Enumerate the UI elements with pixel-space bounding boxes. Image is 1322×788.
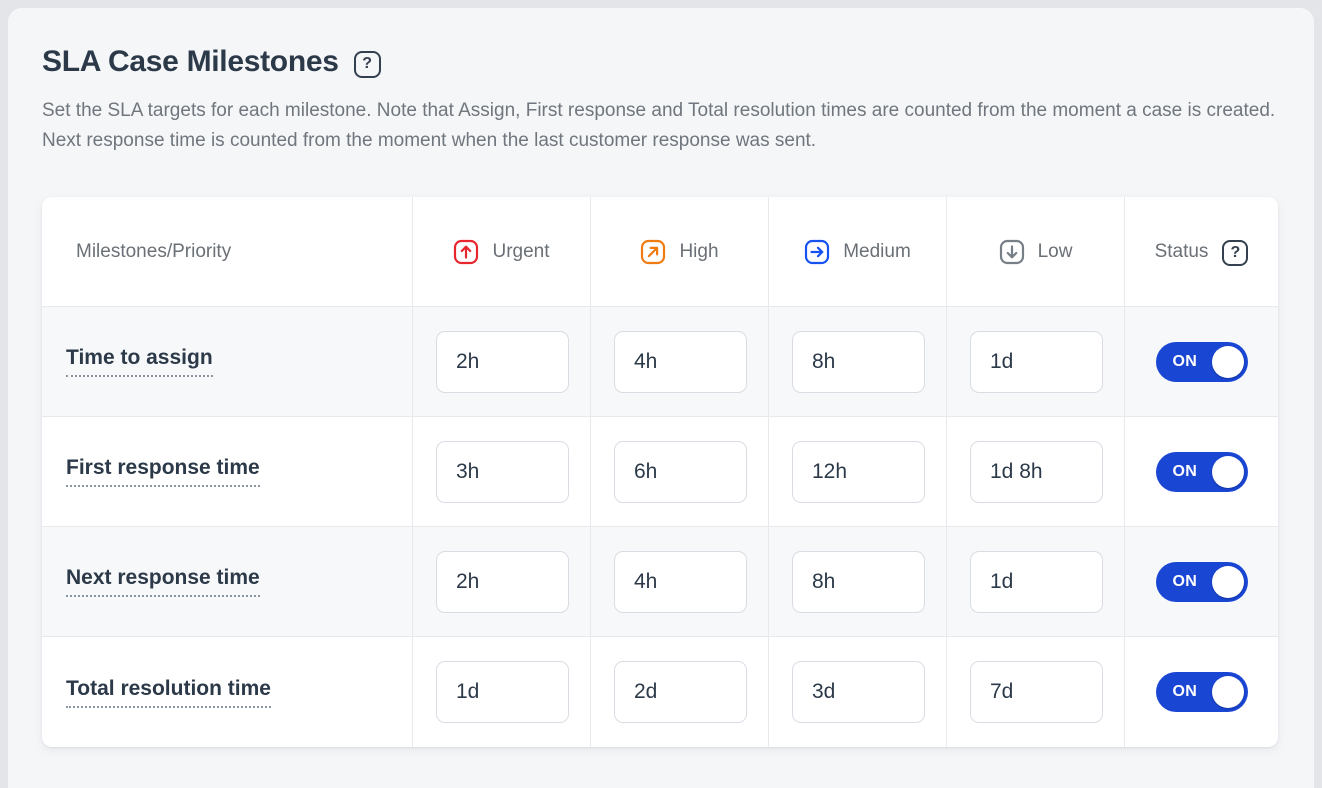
high-arrow-up-right-icon [641,239,666,264]
title-help-icon[interactable]: ? [353,50,381,78]
high-cell [591,307,769,417]
status-cell: ON [1125,527,1278,637]
sla-input-medium[interactable] [792,661,925,723]
milestone-label[interactable]: Time to assign [66,346,213,377]
table-row: Next response time ON [42,527,1278,637]
low-cell [947,307,1125,417]
status-cell: ON [1125,307,1278,417]
page-header: SLA Case Milestones ? [42,44,1280,80]
high-cell [591,527,769,637]
toggle-knob [1211,565,1244,598]
column-header-label: Low [1037,240,1073,262]
low-cell [947,417,1125,527]
column-header-label: Status [1154,240,1209,262]
medium-cell [769,637,947,747]
milestone-label[interactable]: Next response time [66,566,260,597]
column-header-label: Medium [843,240,911,262]
sla-input-low[interactable] [970,661,1103,723]
milestone-cell: Time to assign [42,307,413,417]
sla-input-urgent[interactable] [436,440,569,503]
column-header-label: Urgent [492,240,550,262]
urgent-cell [413,637,591,747]
low-arrow-down-icon [999,239,1024,264]
table-row: Total resolution time ON [42,637,1278,747]
milestone-label[interactable]: Total resolution time [66,677,271,708]
sla-input-low[interactable] [970,440,1103,503]
high-cell [591,637,769,747]
sla-input-high[interactable] [614,550,747,613]
settings-panel: SLA Case Milestones ? Set the SLA target… [8,8,1314,788]
medium-arrow-right-icon [805,239,830,264]
status-cell: ON [1125,417,1278,527]
status-help-icon[interactable]: ? [1222,239,1249,266]
sla-input-low[interactable] [970,550,1103,613]
urgent-arrow-up-icon [454,239,479,264]
milestone-label[interactable]: First response time [66,456,260,487]
toggle-on-label: ON [1172,352,1198,370]
status-toggle[interactable]: ON [1155,561,1248,602]
milestone-cell: First response time [42,417,413,527]
toggle-on-label: ON [1172,462,1198,480]
milestone-cell: Next response time [42,527,413,637]
sla-input-medium[interactable] [792,440,925,503]
sla-input-low[interactable] [970,330,1103,393]
sla-input-urgent[interactable] [436,330,569,393]
column-header-medium: Medium [769,197,947,307]
table-row: Time to assign ON [42,307,1278,417]
urgent-cell [413,527,591,637]
milestone-cell: Total resolution time [42,637,413,747]
sla-milestones-table: Milestones/Priority Urgent High [42,197,1278,747]
table-header-row: Milestones/Priority Urgent High [42,197,1278,307]
sla-input-medium[interactable] [792,550,925,613]
sla-input-urgent[interactable] [436,550,569,613]
medium-cell [769,417,947,527]
low-cell [947,527,1125,637]
status-toggle[interactable]: ON [1155,341,1248,382]
sla-input-high[interactable] [614,330,747,393]
column-header-low: Low [947,197,1125,307]
toggle-knob [1211,345,1244,378]
status-cell: ON [1125,637,1278,747]
toggle-on-label: ON [1172,683,1198,700]
column-header-urgent: Urgent [413,197,591,307]
column-header-milestones-priority: Milestones/Priority [42,197,413,307]
table-row: First response time ON [42,417,1278,527]
status-toggle[interactable]: ON [1155,451,1248,492]
toggle-knob [1211,676,1244,708]
column-header-status: Status ? [1125,197,1278,307]
urgent-cell [413,417,591,527]
high-cell [591,417,769,527]
medium-cell [769,307,947,417]
column-header-high: High [591,197,769,307]
status-toggle[interactable]: ON [1155,672,1248,712]
urgent-cell [413,307,591,417]
medium-cell [769,527,947,637]
sla-input-urgent[interactable] [436,661,569,723]
sla-input-high[interactable] [614,661,747,723]
page-title: SLA Case Milestones [42,45,339,78]
column-header-label: High [679,240,719,262]
toggle-on-label: ON [1172,572,1198,590]
sla-input-high[interactable] [614,440,747,503]
toggle-knob [1211,455,1244,488]
low-cell [947,637,1125,747]
page-description: Set the SLA targets for each milestone. … [42,100,1276,151]
sla-input-medium[interactable] [792,330,925,393]
